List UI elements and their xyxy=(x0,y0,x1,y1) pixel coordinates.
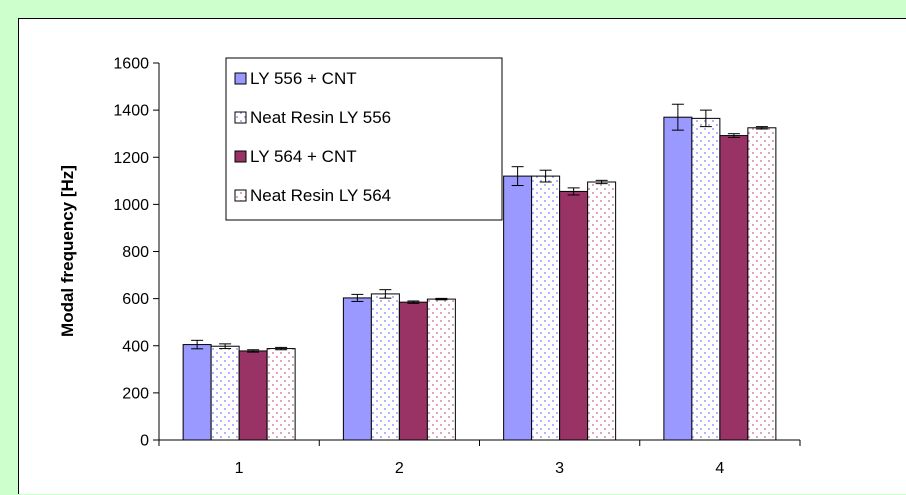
bar xyxy=(210,345,240,441)
y-tick-label: 400 xyxy=(122,338,149,355)
y-tick-label: 1400 xyxy=(113,103,149,120)
bar xyxy=(503,175,533,441)
bar xyxy=(266,348,296,441)
y-axis-title: Modal frequency [Hz] xyxy=(58,165,77,337)
legend-swatch xyxy=(234,189,247,202)
bar xyxy=(559,190,589,441)
bar xyxy=(691,117,721,441)
legend-label: Neat Resin LY 564 xyxy=(250,186,391,205)
x-tick-label: 2 xyxy=(395,460,404,477)
y-tick-label: 200 xyxy=(122,385,149,402)
legend-label: LY 556 + CNT xyxy=(250,69,357,88)
legend-swatch xyxy=(234,150,247,163)
y-tick-label: 0 xyxy=(140,433,149,450)
bar xyxy=(182,344,212,441)
legend-label: Neat Resin LY 556 xyxy=(250,108,391,127)
y-tick-label: 800 xyxy=(122,244,149,261)
bar xyxy=(238,350,268,441)
bar xyxy=(398,301,428,441)
x-tick-label: 4 xyxy=(715,460,724,477)
chart-frame: 0 200 400 600 800 1000 1200 1400 1600 1 2 3 4 Modal … xyxy=(18,18,906,494)
bar xyxy=(663,116,693,441)
y-tick-label: 1200 xyxy=(113,150,149,167)
legend-box xyxy=(225,57,503,221)
legend-swatch xyxy=(234,111,247,124)
x-tick-label: 1 xyxy=(235,460,244,477)
bar xyxy=(342,297,372,441)
legend: LY 556 + CNT Neat Resin LY 556 LY 564 + CN… xyxy=(225,57,503,221)
y-tick-label: 1000 xyxy=(113,197,149,214)
legend-swatch xyxy=(234,72,247,85)
bar xyxy=(426,298,456,441)
y-tick-label: 1600 xyxy=(113,56,149,73)
x-tick-label: 3 xyxy=(555,460,564,477)
y-tick-label: 600 xyxy=(122,291,149,308)
bar-chart: 0 200 400 600 800 1000 1200 1400 1600 1 2 3 4 Modal … xyxy=(58,56,801,477)
bar xyxy=(531,175,561,441)
bar xyxy=(587,181,617,441)
bar xyxy=(719,135,749,441)
bar xyxy=(747,127,777,441)
bar xyxy=(370,293,400,441)
legend-label: LY 564 + CNT xyxy=(250,147,357,166)
